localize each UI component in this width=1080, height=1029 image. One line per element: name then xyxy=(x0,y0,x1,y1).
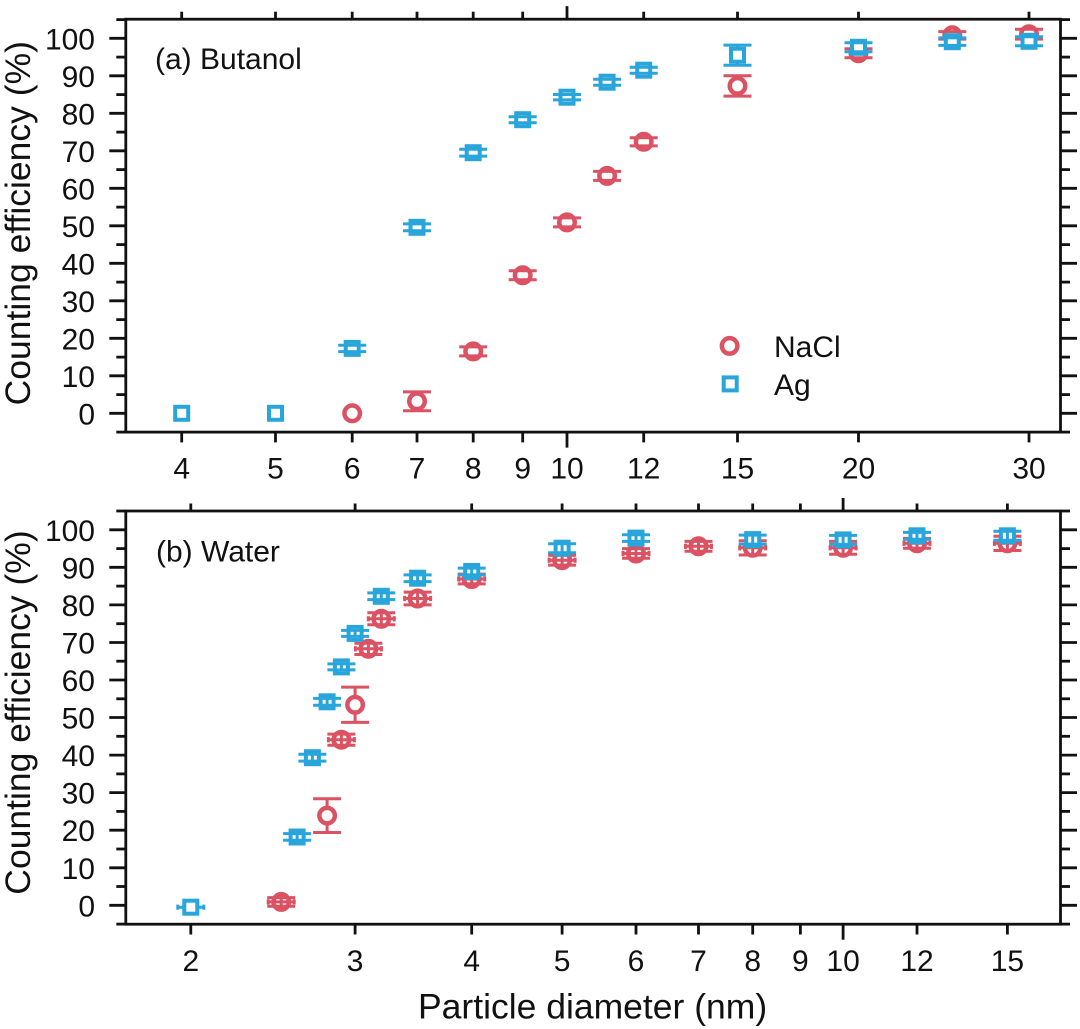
svg-text:0: 0 xyxy=(78,890,95,923)
svg-text:15: 15 xyxy=(991,945,1024,978)
svg-text:90: 90 xyxy=(62,552,95,585)
svg-text:40: 40 xyxy=(62,248,95,281)
svg-text:10: 10 xyxy=(550,452,583,485)
svg-text:9: 9 xyxy=(514,452,531,485)
svg-text:50: 50 xyxy=(62,703,95,736)
svg-text:6: 6 xyxy=(628,945,645,978)
svg-text:10: 10 xyxy=(62,361,95,394)
svg-text:100: 100 xyxy=(45,515,95,548)
svg-text:Counting efficiency (%): Counting efficiency (%) xyxy=(0,530,38,894)
svg-text:70: 70 xyxy=(62,628,95,661)
svg-text:50: 50 xyxy=(62,211,95,244)
svg-text:12: 12 xyxy=(627,452,660,485)
svg-text:12: 12 xyxy=(900,945,933,978)
svg-text:90: 90 xyxy=(62,61,95,94)
svg-text:Counting efficiency (%): Counting efficiency (%) xyxy=(0,41,38,405)
svg-text:NaCl: NaCl xyxy=(774,331,841,364)
svg-text:6: 6 xyxy=(344,452,361,485)
svg-text:3: 3 xyxy=(347,945,364,978)
svg-text:20: 20 xyxy=(62,323,95,356)
svg-text:7: 7 xyxy=(409,452,426,485)
svg-text:80: 80 xyxy=(62,590,95,623)
svg-text:5: 5 xyxy=(554,945,571,978)
svg-text:0: 0 xyxy=(78,398,95,431)
svg-text:7: 7 xyxy=(690,945,707,978)
svg-text:2: 2 xyxy=(182,945,199,978)
svg-text:8: 8 xyxy=(744,945,761,978)
svg-text:8: 8 xyxy=(465,452,482,485)
svg-text:100: 100 xyxy=(45,23,95,56)
svg-text:15: 15 xyxy=(721,452,754,485)
svg-text:30: 30 xyxy=(62,286,95,319)
svg-text:60: 60 xyxy=(62,173,95,206)
svg-text:40: 40 xyxy=(62,740,95,773)
svg-text:Ag: Ag xyxy=(774,369,811,402)
svg-text:10: 10 xyxy=(826,945,859,978)
svg-text:70: 70 xyxy=(62,136,95,169)
svg-text:30: 30 xyxy=(1012,452,1045,485)
svg-text:4: 4 xyxy=(463,945,480,978)
svg-text:10: 10 xyxy=(62,853,95,886)
svg-text:20: 20 xyxy=(62,815,95,848)
svg-text:Particle diameter (nm): Particle diameter (nm) xyxy=(418,986,767,1026)
svg-text:4: 4 xyxy=(173,452,190,485)
svg-text:5: 5 xyxy=(267,452,284,485)
svg-text:30: 30 xyxy=(62,778,95,811)
svg-text:(a) Butanol: (a) Butanol xyxy=(155,43,302,76)
svg-text:20: 20 xyxy=(842,452,875,485)
svg-text:9: 9 xyxy=(792,945,809,978)
svg-text:80: 80 xyxy=(62,98,95,131)
svg-text:(b) Water: (b) Water xyxy=(156,535,280,568)
svg-text:60: 60 xyxy=(62,665,95,698)
